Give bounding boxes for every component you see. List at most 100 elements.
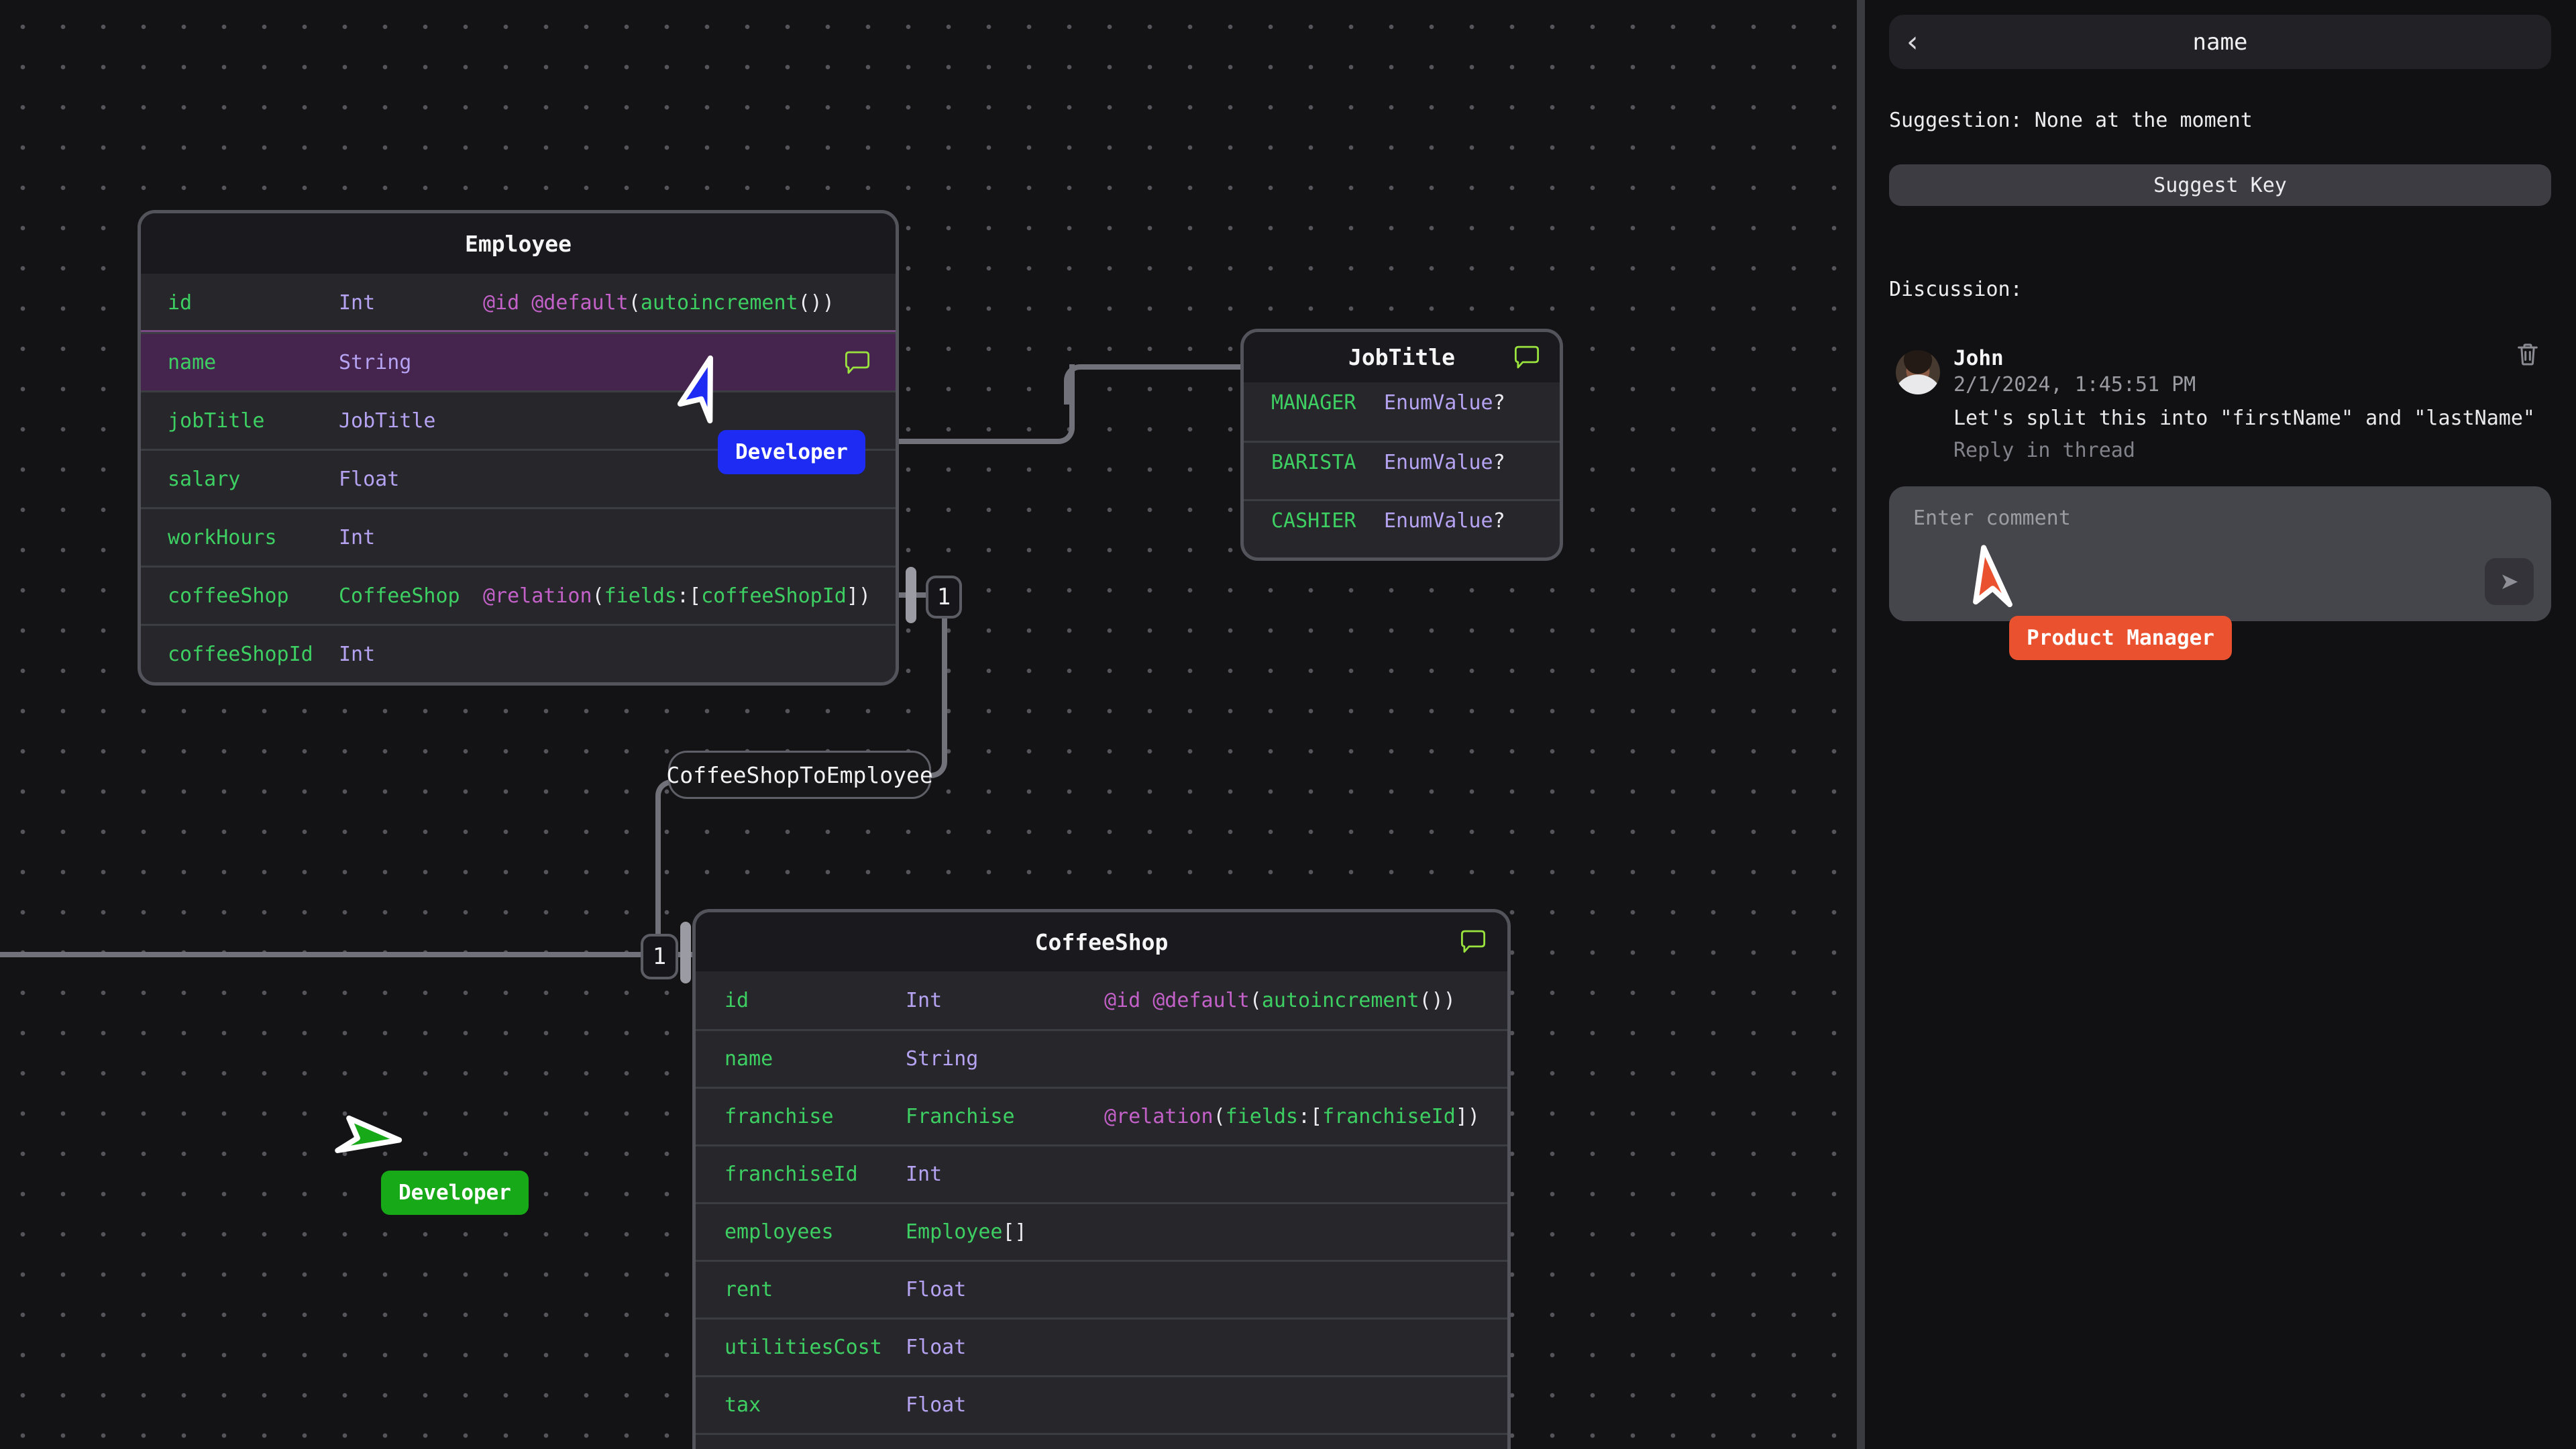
suggest-key-button[interactable]: Suggest Key <box>1889 164 2551 206</box>
field-type-suffix: [] <box>1002 1220 1027 1244</box>
table-row-jobTitle[interactable]: jobTitle JobTitle <box>141 390 896 449</box>
field-type: Int <box>339 291 376 315</box>
field-type-suffix: ? <box>1493 391 1505 415</box>
field-name: workHours <box>168 525 277 549</box>
entity-title: Employee <box>465 230 572 257</box>
comment-author: John <box>1953 346 2004 370</box>
field-attributes: @relation(fields:[coffeeShopId]) <box>483 584 896 608</box>
field-type: String <box>906 1047 979 1071</box>
attr-segment: ( <box>628 291 641 315</box>
entity-header[interactable]: JobTitle <box>1244 332 1560 382</box>
field-type: Int <box>906 988 943 1012</box>
field-name: salary <box>168 467 241 491</box>
relation-line-left <box>0 952 642 957</box>
comment-icon[interactable] <box>1459 927 1487 955</box>
field-name: franchiseId <box>724 1163 858 1186</box>
cursor-label-developer-blue: Developer <box>718 430 865 474</box>
attr-segment: ()) <box>1419 988 1456 1012</box>
field-name: MANAGER <box>1271 391 1356 415</box>
field-type: Int <box>906 1163 943 1186</box>
attr-segment: :[ <box>677 584 702 608</box>
cursor-label-product-manager: Product Manager <box>2009 616 2232 660</box>
table-row-franchiseId[interactable]: franchiseId Int <box>696 1144 1507 1202</box>
comment-input[interactable]: Enter comment ➤ <box>1889 486 2551 621</box>
table-row-utilitiesCost[interactable]: utilitiesCost Float <box>696 1318 1507 1375</box>
table-row-employees[interactable]: employees Employee[] <box>696 1202 1507 1260</box>
field-type-suffix: ? <box>1493 451 1505 475</box>
comment-icon[interactable] <box>1513 343 1541 371</box>
table-row-salary[interactable]: salary Float <box>141 449 896 507</box>
field-type: Employee[] <box>906 1220 1027 1244</box>
table-row-rent[interactable]: rent Float <box>696 1260 1507 1318</box>
entity-header[interactable]: CoffeeShop <box>696 912 1507 971</box>
field-name: CASHIER <box>1271 509 1356 533</box>
entity-table-coffeeshop[interactable]: CoffeeShop id Int @id @default ( autoincreme… <box>692 909 1511 1449</box>
attr-segment: autoincrement <box>640 291 798 315</box>
table-row-empty[interactable] <box>696 1433 1507 1449</box>
comment-timestamp: 2/1/2024, 1:45:51 PM <box>1953 373 2196 396</box>
delete-comment-icon[interactable] <box>2514 341 2541 368</box>
table-row-coffeeShop[interactable]: coffeeShop CoffeeShop @relation(fields:[co… <box>141 566 896 624</box>
field-name: id <box>724 988 749 1012</box>
entity-title: JobTitle <box>1348 344 1455 370</box>
table-row-BARISTA[interactable]: BARISTA EnumValue? <box>1244 441 1560 499</box>
attr-segment: @id @default <box>1104 988 1250 1012</box>
field-type: EnumValue? <box>1384 391 1505 415</box>
field-type: String <box>339 350 412 374</box>
attr-segment: ( <box>1213 1105 1226 1128</box>
panel-divider <box>1857 0 1865 1449</box>
field-name: franchise <box>724 1105 834 1128</box>
relation-name-label[interactable]: CoffeeShopToEmployee <box>666 751 933 799</box>
table-row-id[interactable]: id Int @id @default(autoincrement()) <box>696 971 1507 1029</box>
comment-text: Let's split this into "firstName" and "l… <box>1953 407 2535 430</box>
cardinality-capsule-coffeeshop <box>680 922 691 983</box>
back-chevron-icon[interactable]: ‹ <box>1907 25 1919 59</box>
field-type: JobTitle <box>339 409 436 433</box>
table-row-name[interactable]: name String <box>696 1029 1507 1087</box>
suggestion-text: Suggestion: None at the moment <box>1889 109 2253 132</box>
field-name: jobTitle <box>168 409 265 433</box>
cursor-arrow-icon <box>1973 545 2012 608</box>
table-row-MANAGER[interactable]: MANAGER EnumValue? <box>1244 382 1560 441</box>
attr-segment: autoincrement <box>1261 988 1419 1012</box>
field-type: Float <box>906 1336 967 1359</box>
table-row-workHours[interactable]: workHours Int <box>141 507 896 566</box>
schema-canvas[interactable]: 1 1 CoffeeShopToEmployee Employee id Int @… <box>0 0 1858 1449</box>
cardinality-badge-employee: 1 <box>926 576 962 619</box>
inspector-sidebar: ‹ name Suggestion: None at the moment Su… <box>1865 0 2576 1449</box>
table-row-CASHIER[interactable]: CASHIER EnumValue? <box>1244 499 1560 557</box>
table-row-tax[interactable]: tax Float <box>696 1375 1507 1433</box>
field-type-suffix: ? <box>1493 509 1505 533</box>
comment-input-placeholder: Enter comment <box>1913 506 2071 530</box>
table-row-franchise[interactable]: franchise Franchise @relation(fields:[fran… <box>696 1087 1507 1144</box>
avatar <box>1896 350 1940 394</box>
attr-segment: ]) <box>846 584 871 608</box>
comment-icon[interactable] <box>843 348 871 376</box>
table-row-coffeeShopId[interactable]: coffeeShopId Int <box>141 624 896 682</box>
attr-segment: fields <box>1225 1105 1298 1128</box>
field-type: EnumValue? <box>1384 451 1505 475</box>
sidebar-header[interactable]: ‹ name <box>1889 15 2551 69</box>
entity-header[interactable]: Employee <box>141 213 896 274</box>
cardinality-capsule-employee <box>906 567 916 623</box>
field-name: rent <box>724 1278 773 1301</box>
remote-cursor-product-manager <box>1960 545 2025 619</box>
attr-segment: ()) <box>798 291 835 315</box>
field-attributes: @relation(fields:[franchiseId]) <box>1104 1105 1507 1128</box>
attr-segment: fields <box>604 584 677 608</box>
discussion-label: Discussion: <box>1889 278 2023 301</box>
field-type: Franchise <box>906 1105 1015 1128</box>
field-name: utilitiesCost <box>724 1336 882 1359</box>
field-type: Float <box>906 1278 967 1301</box>
send-comment-button[interactable]: ➤ <box>2485 558 2534 605</box>
table-row-id[interactable]: id Int @id @default(autoincrement()) <box>141 274 896 332</box>
field-name: id <box>168 291 193 315</box>
entity-table-jobtitle[interactable]: JobTitle MANAGER EnumValue? BARISTA EnumVal… <box>1240 329 1563 561</box>
field-type: Float <box>339 467 400 491</box>
remote-cursor-developer-blue <box>671 355 735 429</box>
remote-cursor-developer-green <box>330 1107 402 1174</box>
field-attributes: @id @default(autoincrement()) <box>483 291 896 315</box>
reply-in-thread-link[interactable]: Reply in thread <box>1953 439 2135 462</box>
table-row-name[interactable]: name String <box>141 332 896 390</box>
